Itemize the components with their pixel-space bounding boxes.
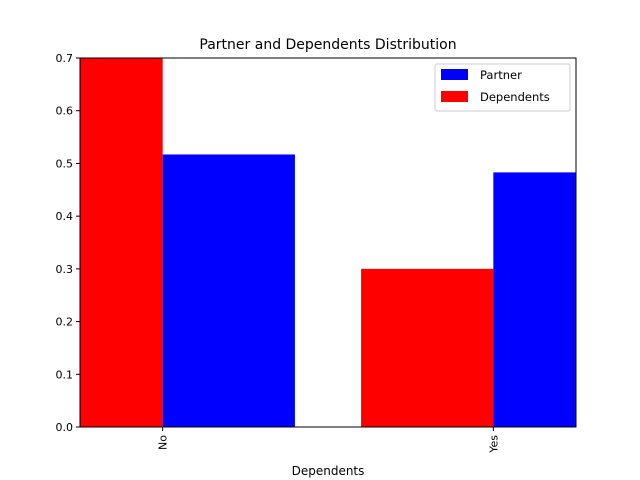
y-axis-ticks: 0.0 0.1 0.2 0.3 0.4 0.5 0.6 0.7	[56, 52, 80, 434]
x-tick-label: No	[157, 435, 170, 450]
y-tick-label: 0.1	[56, 368, 74, 381]
legend-label-partner: Partner	[480, 68, 522, 82]
y-tick-label: 0.2	[56, 316, 74, 329]
legend: Partner Dependents	[434, 63, 571, 112]
y-tick-label: 0.6	[56, 105, 74, 118]
bar-partner-no	[162, 154, 295, 427]
legend-label-dependents: Dependents	[480, 90, 550, 104]
legend-frame	[434, 63, 571, 112]
bars-group	[80, 58, 576, 427]
y-tick-label: 0.3	[56, 263, 74, 276]
chart-title: Partner and Dependents Distribution	[199, 37, 456, 53]
y-tick-label: 0.0	[56, 421, 74, 434]
legend-swatch-partner	[441, 69, 468, 80]
bar-dependents-yes	[361, 268, 494, 427]
y-tick-label: 0.5	[56, 157, 74, 170]
x-axis-label: Dependents	[292, 464, 365, 478]
bar-dependents-no	[80, 58, 163, 427]
y-tick-label: 0.4	[56, 210, 74, 223]
y-tick-label: 0.7	[56, 52, 74, 65]
plot-frame	[79, 57, 577, 428]
x-tick-label: Yes	[487, 435, 500, 454]
x-axis-ticks: No Yes	[157, 427, 500, 454]
bar-partner-yes	[493, 172, 576, 427]
legend-swatch-dependents	[441, 91, 468, 102]
